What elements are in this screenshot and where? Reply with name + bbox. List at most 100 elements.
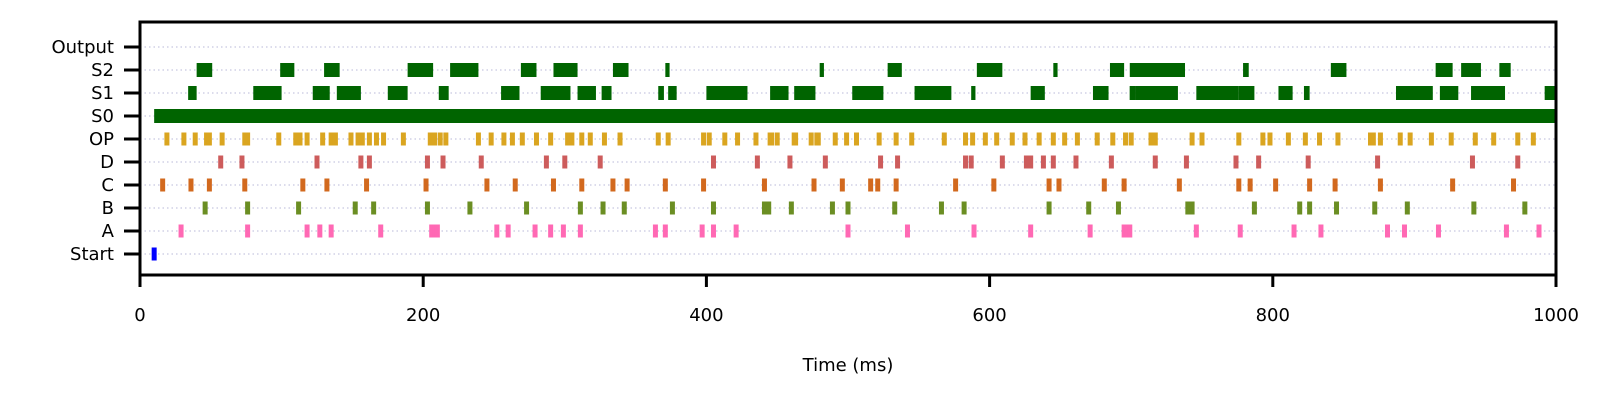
event-mark-c	[811, 178, 817, 192]
event-mark-c	[242, 178, 248, 192]
event-mark-b	[788, 201, 794, 215]
y-tick-label: S1	[91, 83, 114, 104]
event-mark-a	[1087, 224, 1093, 238]
event-mark-op	[909, 132, 915, 146]
event-mark-op	[204, 132, 210, 146]
event-mark-op	[1368, 132, 1374, 146]
span-bar-s2	[1129, 63, 1186, 77]
span-bar-s1	[1303, 86, 1310, 100]
span-bar-s1	[971, 86, 976, 100]
plot-frame	[138, 20, 1558, 277]
event-mark-a	[328, 224, 334, 238]
event-mark-d	[1375, 155, 1381, 169]
event-mark-op	[1110, 132, 1116, 146]
event-mark-d	[1305, 155, 1311, 169]
event-mark-op	[359, 132, 365, 146]
event-mark-op	[320, 132, 326, 146]
event-mark-c	[1332, 178, 1338, 192]
grid-layer	[140, 46, 1556, 255]
event-layer	[151, 63, 1556, 261]
event-mark-op	[832, 132, 838, 146]
event-mark-b	[892, 201, 898, 215]
event-mark-op	[1267, 132, 1273, 146]
event-mark-op	[876, 132, 882, 146]
event-mark-d	[963, 155, 969, 169]
event-mark-b	[1522, 201, 1528, 215]
event-mark-op	[617, 132, 623, 146]
span-bar-s2	[450, 63, 479, 77]
span-bar-s2	[1053, 63, 1058, 77]
event-mark-a	[548, 224, 554, 238]
event-mark-op	[488, 132, 494, 146]
event-mark-op	[548, 132, 554, 146]
span-bar-s1	[1471, 86, 1506, 100]
span-bar-s1	[852, 86, 884, 100]
event-mark-a	[1435, 224, 1441, 238]
event-mark-op	[982, 132, 988, 146]
x-axis: 0 200 400 600 800 1000	[134, 275, 1579, 326]
y-tick-label: D	[100, 152, 114, 173]
event-mark-op	[1189, 132, 1195, 146]
event-mark-d	[999, 155, 1005, 169]
event-mark-b	[424, 201, 430, 215]
event-mark-d	[1152, 155, 1158, 169]
event-mark-a	[1193, 224, 1199, 238]
span-bar-s1	[540, 86, 571, 100]
event-mark-a	[429, 224, 435, 238]
event-mark-c	[1307, 178, 1313, 192]
event-mark-a	[245, 224, 251, 238]
event-mark-b	[577, 201, 583, 215]
event-mark-op	[706, 132, 712, 146]
span-bar-s1	[1129, 86, 1136, 100]
event-mark-c	[364, 178, 370, 192]
event-mark-b	[1307, 201, 1313, 215]
event-mark-b	[467, 201, 473, 215]
event-mark-a	[710, 224, 716, 238]
event-mark-a	[652, 224, 658, 238]
y-tick-label: A	[102, 221, 115, 242]
event-mark-op	[519, 132, 525, 146]
event-mark-b	[1372, 201, 1378, 215]
event-mark-c	[206, 178, 212, 192]
event-mark-c	[701, 178, 707, 192]
event-mark-op	[501, 132, 507, 146]
event-mark-op	[1428, 132, 1434, 146]
event-mark-c	[1046, 178, 1052, 192]
event-mark-op	[1050, 132, 1056, 146]
event-mark-op	[853, 132, 859, 146]
event-mark-b	[1189, 201, 1195, 215]
event-mark-c	[1236, 178, 1242, 192]
event-mark-op	[1260, 132, 1266, 146]
event-mark-op	[373, 132, 379, 146]
event-mark-op	[1317, 132, 1323, 146]
event-mark-d	[1515, 155, 1521, 169]
span-bar-s1	[770, 86, 789, 100]
event-mark-op	[348, 132, 354, 146]
event-mark-d	[424, 155, 430, 169]
event-mark-d	[543, 155, 549, 169]
event-mark-b	[1086, 201, 1092, 215]
event-mark-d	[1469, 155, 1475, 169]
event-mark-op	[509, 132, 515, 146]
event-mark-a	[1237, 224, 1243, 238]
event-mark-c	[610, 178, 616, 192]
event-mark-b	[296, 201, 302, 215]
event-mark-c	[1056, 178, 1062, 192]
event-mark-b	[1115, 201, 1121, 215]
event-mark-c	[761, 178, 767, 192]
span-bar-s2	[520, 63, 537, 77]
event-mark-op	[941, 132, 947, 146]
span-bar-s2	[819, 63, 824, 77]
span-bar-s1	[1238, 86, 1255, 100]
event-mark-d	[366, 155, 372, 169]
event-mark-d	[822, 155, 828, 169]
span-bar-s2	[1461, 63, 1481, 77]
event-mark-a	[494, 224, 500, 238]
event-mark-c	[868, 178, 874, 192]
span-bar-s1	[1439, 86, 1459, 100]
event-mark-c	[1121, 178, 1127, 192]
event-mark-op	[1370, 132, 1376, 146]
event-mark-op	[1472, 132, 1478, 146]
event-mark-d	[358, 155, 364, 169]
